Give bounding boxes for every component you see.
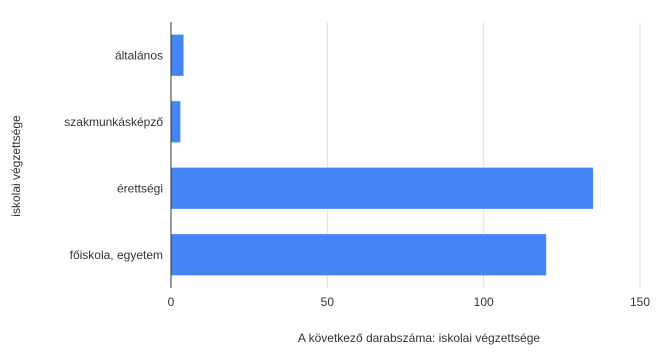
category-label: általános <box>115 48 163 62</box>
x-axis-title: A következő darabszáma: iskolai végzetts… <box>298 331 540 345</box>
category-label: szakmunkásképző <box>64 115 163 129</box>
bar <box>171 167 594 209</box>
category-labels: általános szakmunkásképző érettségi főiskol… <box>64 48 163 262</box>
bar <box>171 34 184 76</box>
x-tick-label: 50 <box>321 295 335 309</box>
x-tick-label: 100 <box>474 295 494 309</box>
x-tick-label: 0 <box>168 295 175 309</box>
x-tick-label: 150 <box>630 295 650 309</box>
bar <box>171 234 547 276</box>
category-label: főiskola, egyetem <box>70 248 163 262</box>
category-label: érettségi <box>117 181 163 195</box>
x-tick-labels: 0 50 100 150 <box>168 295 651 309</box>
y-axis-title: iskolai végzettsége <box>9 115 23 217</box>
bars <box>171 34 594 276</box>
bar <box>171 101 181 143</box>
